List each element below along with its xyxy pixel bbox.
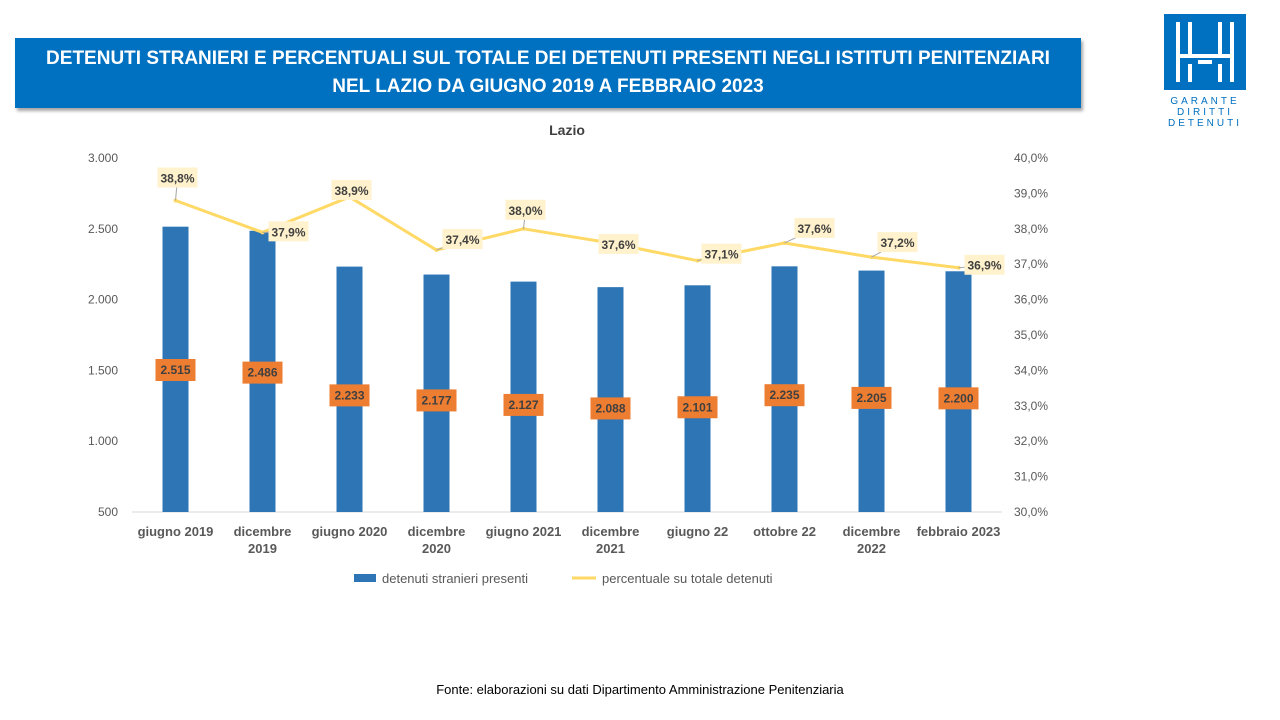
line-label-box [877,232,918,253]
y-left-tick-label: 3.000 [88,151,118,165]
line-data-label: 37,4% [445,233,479,247]
y-left-tick-label: 1.000 [88,434,118,448]
line-data-label: 38,9% [334,184,368,198]
y-left-tick-label: 1.500 [88,363,118,377]
title-line-2: NEL LAZIO DA GIUGNO 2019 A FEBBRAIO 2023 [332,76,764,97]
bar-label-box [242,361,283,384]
bar-data-label: 2.088 [595,401,625,415]
legend-label-line: percentuale su totale detenuti [602,571,773,586]
x-tick-label: giugno 2019 [138,524,214,539]
title-line-1: DETENUTI STRANIERI E PERCENTUALI SUL TOT… [46,48,1050,69]
x-tick-label: 2020 [422,541,451,556]
x-tick-label: dicembre [582,524,640,539]
y-left-tick-label: 500 [98,505,118,519]
bar-data-label: 2.515 [160,363,190,377]
y-right-tick-label: 30,0% [1014,505,1048,519]
x-tick-label: 2019 [248,541,277,556]
x-tick-label: giugno 2021 [486,524,562,539]
line-label-box [701,243,742,264]
line-data-label: 37,9% [271,225,305,239]
y-left-tick-label: 2.500 [88,222,118,236]
x-tick-label: giugno 22 [667,524,728,539]
chart-title-banner: DETENUTI STRANIERI E PERCENTUALI SUL TOT… [15,38,1081,108]
logo-text-2: DIRITTI [1177,107,1233,118]
bar-data-label: 2.235 [769,388,799,402]
bar-data-label: 2.200 [943,391,973,405]
line-data-label: 37,2% [880,236,914,250]
bar-label-box [677,396,718,419]
bar-label-box [764,384,805,407]
y-right-tick-label: 35,0% [1014,328,1048,342]
garante-logo: GARANTE DIRITTI DETENUTI [1164,14,1246,129]
line-label-box [268,221,309,242]
bar-data-label: 2.177 [421,393,451,407]
line-data-label: 38,8% [160,171,194,185]
line-label-box [794,217,835,238]
chart-subtitle: Lazio [549,122,585,138]
bar-data-label: 2.486 [247,366,277,380]
y-right-tick-label: 33,0% [1014,399,1048,413]
bar-data-label: 2.101 [682,400,712,414]
bar-label-box [329,384,370,407]
x-tick-label: giugno 2020 [312,524,388,539]
line-data-label: 38,0% [508,204,542,218]
legend-label-bars: detenuti stranieri presenti [382,571,528,586]
line-data-label: 37,1% [704,248,738,262]
bar-label-box [155,359,196,381]
line-data-label: 36,9% [967,259,1001,273]
line-data-label: 37,6% [797,222,831,236]
y-right-tick-label: 39,0% [1014,186,1048,200]
x-tick-label: 2021 [596,541,625,556]
y-right-tick-label: 38,0% [1014,222,1048,236]
x-tick-label: dicembre [408,524,466,539]
logo-text-3: DETENUTI [1168,118,1242,129]
y-right-tick-label: 37,0% [1014,257,1048,271]
logo-text-1: GARANTE [1170,96,1239,107]
y-right-tick-label: 36,0% [1014,293,1048,307]
x-tick-label: dicembre [234,524,292,539]
x-tick-label: ottobre 22 [753,524,816,539]
y-right-tick-label: 32,0% [1014,434,1048,448]
bar-label-box [938,387,979,410]
line-label-box [157,167,198,188]
x-tick-label: febbraio 2023 [917,524,1001,539]
bar-data-label: 2.233 [334,388,364,402]
bar-label-box [503,393,544,416]
bar-data-label: 2.205 [856,391,886,405]
line-label-box [964,254,1005,275]
x-tick-label: 2022 [857,541,886,556]
legend-swatch-bars [354,574,376,582]
percent-line [174,195,959,270]
y-right-tick-label: 40,0% [1014,151,1048,165]
bar-label-box [416,389,457,412]
bar-data-label: 2.127 [508,398,538,412]
y-right-tick-label: 34,0% [1014,363,1048,377]
x-tick-label: dicembre [843,524,901,539]
source-note: Fonte: elaborazioni su dati Dipartimento… [436,682,844,697]
bar-label-box [851,386,892,409]
line-label-box [331,179,372,200]
y-left-tick-label: 2.000 [88,293,118,307]
line-label-box [598,233,639,254]
bar-label-box [590,397,631,420]
line-label-box [505,199,546,220]
line-data-label: 37,6% [601,238,635,252]
line-label-box [442,229,483,250]
y-right-tick-label: 31,0% [1014,470,1048,484]
